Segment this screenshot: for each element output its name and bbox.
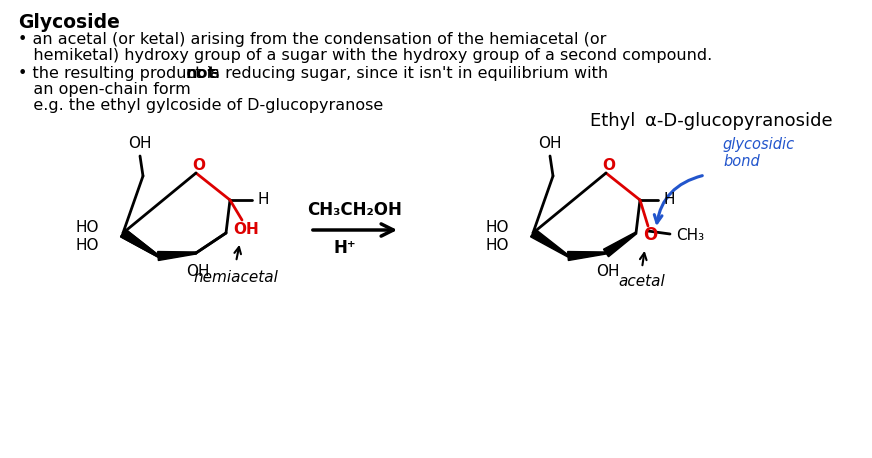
Polygon shape — [530, 229, 569, 257]
Text: HO: HO — [76, 238, 99, 252]
Text: OH: OH — [128, 136, 152, 152]
Polygon shape — [120, 229, 159, 257]
Text: an open-chain form: an open-chain form — [18, 82, 191, 97]
Text: hemiketal) hydroxy group of a sugar with the hydroxy group of a second compound.: hemiketal) hydroxy group of a sugar with… — [18, 48, 712, 63]
Text: H: H — [257, 192, 269, 207]
Text: O: O — [193, 158, 206, 173]
Text: H: H — [664, 192, 675, 207]
Text: HO: HO — [486, 238, 509, 252]
Text: HO: HO — [76, 219, 99, 234]
Text: OH: OH — [233, 223, 259, 238]
Text: hemiacetal: hemiacetal — [194, 271, 278, 285]
FancyArrowPatch shape — [654, 176, 702, 223]
Polygon shape — [603, 232, 637, 257]
Text: e.g. the ethyl gylcoside of D-glucopyranose: e.g. the ethyl gylcoside of D-glucopyran… — [18, 98, 384, 113]
Text: α-D-glucopyranoside: α-D-glucopyranoside — [644, 112, 832, 130]
Text: OH: OH — [596, 263, 620, 278]
Text: OH: OH — [187, 263, 210, 278]
Text: OH: OH — [538, 136, 562, 152]
Text: Glycoside: Glycoside — [18, 13, 119, 32]
Text: HO: HO — [486, 219, 509, 234]
Text: O: O — [643, 226, 657, 244]
Text: • the resulting product is: • the resulting product is — [18, 66, 224, 81]
Text: H⁺: H⁺ — [334, 239, 357, 257]
Polygon shape — [120, 229, 159, 257]
Text: CH₃: CH₃ — [676, 229, 704, 244]
Polygon shape — [158, 251, 196, 261]
Polygon shape — [568, 251, 606, 261]
Text: a reducing sugar, since it isn't in equilibrium with: a reducing sugar, since it isn't in equi… — [205, 66, 608, 81]
Text: acetal: acetal — [618, 274, 665, 289]
Text: O: O — [603, 158, 616, 173]
Text: not: not — [186, 66, 216, 81]
Text: Ethyl: Ethyl — [590, 112, 647, 130]
Text: glycosidic
bond: glycosidic bond — [723, 137, 795, 169]
Text: CH₃CH₂OH: CH₃CH₂OH — [308, 201, 403, 219]
Text: • an acetal (or ketal) arising from the condensation of the hemiacetal (or: • an acetal (or ketal) arising from the … — [18, 32, 606, 47]
